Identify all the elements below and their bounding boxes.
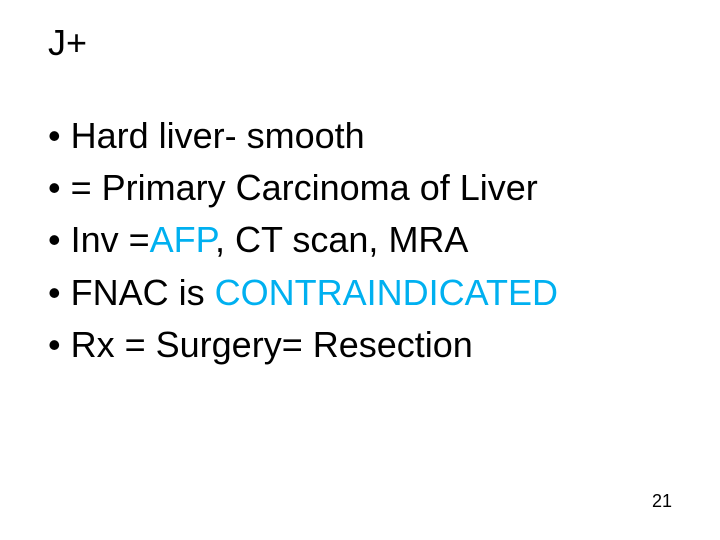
list-item: • Hard liver- smooth <box>48 110 668 162</box>
bullet-text: Inv = <box>61 219 150 260</box>
bullet-text: Hard liver- smooth <box>61 115 365 156</box>
list-item: • Rx = Surgery= Resection <box>48 319 668 371</box>
bullet-list: • Hard liver- smooth • = Primary Carcino… <box>48 110 668 371</box>
bullet-text: , CT scan, MRA <box>215 219 468 260</box>
bullet-icon: • <box>48 115 61 156</box>
list-item: • Inv =AFP, CT scan, MRA <box>48 214 668 266</box>
highlight-text: AFP <box>150 219 215 260</box>
list-item: • = Primary Carcinoma of Liver <box>48 162 668 214</box>
bullet-text: = Primary Carcinoma of Liver <box>61 167 538 208</box>
bullet-text: FNAC is <box>61 272 215 313</box>
list-item: • FNAC is CONTRAINDICATED <box>48 267 668 319</box>
bullet-icon: • <box>48 324 61 365</box>
page-number: 21 <box>652 491 672 512</box>
bullet-icon: • <box>48 167 61 208</box>
bullet-icon: • <box>48 272 61 313</box>
slide-title: J+ <box>48 22 87 64</box>
bullet-text: Rx = Surgery= Resection <box>61 324 473 365</box>
slide: J+ • Hard liver- smooth • = Primary Carc… <box>0 0 720 540</box>
bullet-icon: • <box>48 219 61 260</box>
highlight-text: CONTRAINDICATED <box>215 272 558 313</box>
